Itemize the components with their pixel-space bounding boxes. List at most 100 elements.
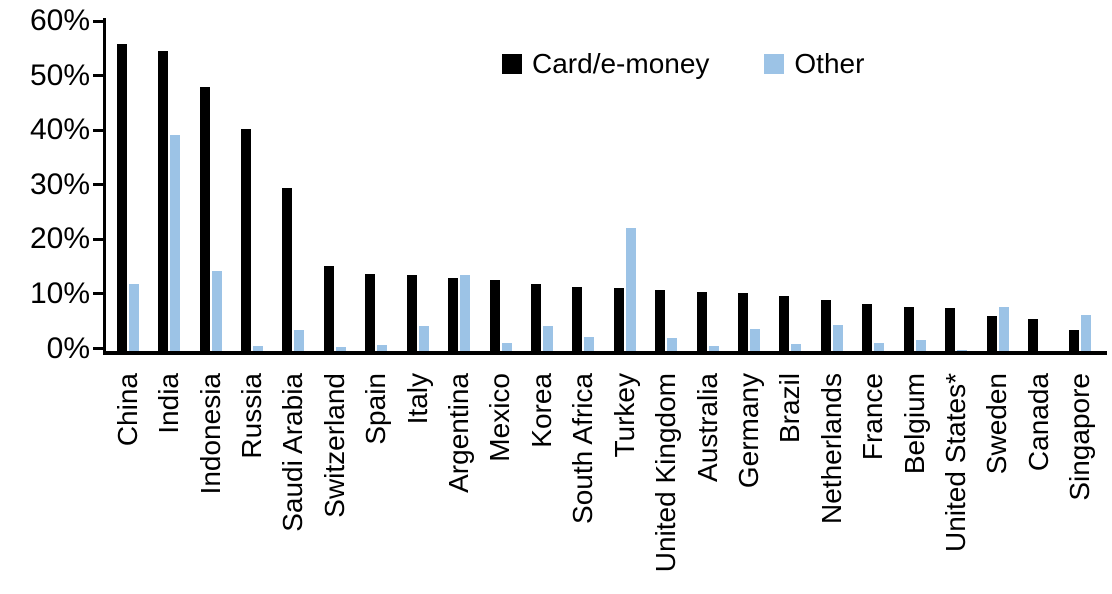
x-axis-label: China	[111, 373, 143, 447]
x-axis-line	[103, 351, 1107, 355]
bar-other	[874, 342, 885, 351]
bar-group	[687, 21, 728, 351]
bar-group	[521, 21, 562, 351]
bar-group	[148, 21, 189, 351]
bar-card-e-money	[323, 266, 334, 351]
y-tick-label: 0%	[46, 331, 90, 365]
bar-card-e-money	[282, 188, 293, 351]
bar-other	[211, 271, 222, 351]
y-tick-label: 30%	[29, 167, 90, 201]
bar-other	[708, 345, 719, 351]
bar-card-e-money	[448, 278, 459, 351]
bar-group	[853, 21, 894, 351]
bar-card-e-money	[1069, 329, 1080, 351]
x-axis-label: South Africa	[567, 373, 599, 524]
x-axis-label: United States*	[940, 373, 972, 552]
bar-other	[294, 329, 305, 351]
x-axis-label: Russia	[235, 373, 267, 459]
bar-card-e-money	[820, 300, 831, 351]
bar-group	[563, 21, 604, 351]
y-tick-mark	[93, 74, 103, 78]
x-axis-label: India	[153, 373, 185, 434]
bar-card-e-money	[779, 296, 790, 351]
x-axis-label: Mexico	[484, 373, 516, 462]
other-swatch-icon	[764, 54, 785, 74]
y-tick-label: 10%	[29, 276, 90, 310]
x-axis-label: Singapore	[1064, 373, 1096, 501]
bar-card-e-money	[696, 291, 707, 351]
bar-other	[584, 337, 595, 351]
y-tick-mark	[93, 128, 103, 132]
x-axis-label: Korea	[525, 373, 557, 448]
x-axis-label: United Kingdom	[650, 373, 682, 573]
bar-card-e-money	[365, 273, 376, 351]
bar-card-e-money	[158, 50, 169, 351]
bar-other	[377, 345, 388, 351]
bar-other	[1081, 314, 1092, 351]
bar-card-e-money	[406, 274, 417, 351]
y-axis-line	[103, 18, 106, 355]
bar-other	[957, 349, 968, 351]
bar-group	[314, 21, 355, 351]
x-axis-label: Argentina	[443, 373, 475, 493]
bar-group	[273, 21, 314, 351]
x-axis-label: Indonesia	[194, 373, 226, 495]
bar-card-e-money	[903, 306, 914, 351]
bar-card-e-money	[199, 87, 210, 351]
x-axis-label: Saudi Arabia	[277, 373, 309, 532]
x-axis-label: Sweden	[981, 373, 1013, 475]
bar-card-e-money	[489, 280, 500, 351]
bar-other	[750, 329, 761, 351]
x-axis-label: Italy	[401, 373, 433, 425]
y-tick-mark	[93, 183, 103, 187]
bar-group	[190, 21, 231, 351]
legend-item-other: Other	[764, 50, 864, 78]
bar-group	[107, 21, 148, 351]
x-axis-label: France	[857, 373, 889, 461]
bar-other	[625, 227, 636, 351]
bar-group	[1060, 21, 1101, 351]
x-axis-label: Australia	[691, 373, 723, 482]
x-axis-label: Belgium	[898, 373, 930, 475]
bar-card-e-money	[240, 129, 251, 351]
plot-area	[107, 21, 1101, 351]
bar-other	[998, 306, 1009, 351]
bar-card-e-money	[862, 303, 873, 351]
bar-group	[770, 21, 811, 351]
card-e-money-swatch-icon	[502, 54, 522, 74]
y-tick-label: 60%	[29, 4, 90, 38]
x-axis-label: Canada	[1022, 373, 1054, 472]
x-axis-label: Germany	[732, 373, 764, 489]
bar-group	[231, 21, 272, 351]
bar-group	[811, 21, 852, 351]
bar-group	[894, 21, 935, 351]
bar-group	[645, 21, 686, 351]
bar-card-e-money	[116, 44, 127, 351]
card-e-money-legend-label: Card/e-money	[532, 48, 710, 79]
bar-card-e-money	[986, 315, 997, 351]
bar-other	[915, 339, 926, 351]
bar-group	[438, 21, 479, 351]
x-axis-label: Netherlands	[815, 373, 847, 524]
bar-other	[128, 284, 139, 351]
bar-other	[667, 338, 678, 351]
legend-item-card-e-money: Card/e-money	[502, 50, 709, 78]
bar-group	[356, 21, 397, 351]
bar-group	[604, 21, 645, 351]
bar-card-e-money	[655, 289, 666, 351]
bar-other	[791, 344, 802, 351]
other-legend-label: Other	[794, 48, 865, 79]
bar-other	[418, 325, 429, 351]
bar-card-e-money	[945, 307, 956, 351]
bar-group	[935, 21, 976, 351]
y-tick-label: 50%	[29, 58, 90, 92]
bar-group	[977, 21, 1018, 351]
y-tick-mark	[93, 292, 103, 296]
bar-other	[252, 345, 263, 351]
bar-card-e-money	[613, 287, 624, 351]
y-tick-mark	[93, 237, 103, 241]
y-tick-mark	[93, 347, 103, 350]
bar-other	[335, 346, 346, 351]
bar-group	[480, 21, 521, 351]
bar-group	[728, 21, 769, 351]
